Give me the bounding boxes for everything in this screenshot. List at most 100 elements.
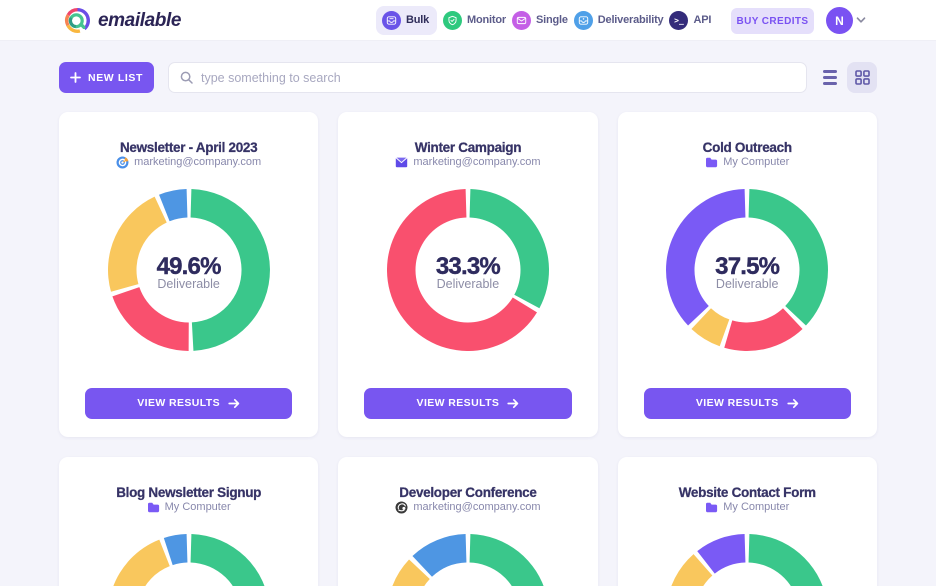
donut-segment-undeliverable [386, 189, 537, 352]
list-card: Cold Outreach My Computer 37.5% Delivera… [617, 112, 877, 437]
hamburger-line [823, 82, 837, 85]
deliverable-label: Deliverable [157, 276, 220, 291]
hamburger-line [823, 70, 837, 73]
deliverable-percent: 33.3% [435, 252, 501, 280]
donut-segment-deliverable [190, 534, 265, 586]
deliverable-label: Deliverable [715, 276, 779, 291]
new-list-label: NEW LIST [88, 71, 143, 84]
plus-icon [70, 72, 81, 83]
view-results-button[interactable]: VIEW RESULTS [364, 387, 572, 419]
view-results-label: VIEW RESULTS [695, 397, 779, 409]
mailchimp-icon [395, 501, 408, 514]
card-title: Developer Conference [399, 485, 537, 500]
card-title: Newsletter - April 2023 [119, 140, 258, 155]
folder-icon [705, 501, 718, 514]
donut-rings [107, 189, 270, 351]
donut-chart: 49.6% Deliverable [107, 189, 270, 351]
donut-segment-unknown [163, 534, 188, 566]
chevron-down-icon[interactable] [855, 14, 867, 26]
card-title: Cold Outreach [702, 140, 793, 155]
view-results-label: VIEW RESULTS [416, 397, 500, 409]
nav-item-api[interactable]: >_ API [669, 6, 711, 35]
donut-segment-risky [671, 554, 713, 586]
emailable-logo[interactable]: emailable [64, 7, 181, 34]
donut-rings [386, 189, 549, 352]
hamburger-line [823, 76, 837, 79]
donut-segment-unknown [412, 534, 467, 577]
donut-rings [671, 534, 823, 586]
donut-segment-deliverable [748, 534, 823, 586]
donut-segment-risky [112, 539, 170, 586]
donut-segment-duplicates [666, 189, 746, 326]
card-title: Website Contact Form [678, 485, 817, 500]
card-title: Winter Campaign [414, 140, 522, 155]
top-navigation-bar: emailable Bulk Monitor Single Deliverabi… [0, 0, 936, 41]
new-list-button[interactable]: NEW LIST [59, 62, 154, 93]
arrow-right-icon [507, 398, 519, 408]
card-source-label: marketing@company.com [134, 156, 262, 168]
grid-icon [854, 70, 870, 85]
donut-segment-undeliverable [111, 287, 189, 351]
swirl-icon [116, 156, 129, 169]
card-source: marketing@company.com [59, 155, 318, 169]
donut-rings [392, 534, 544, 586]
list-card: Website Contact Form My Computer VIEW RE… [617, 457, 877, 586]
card-title: Blog Newsletter Signup [116, 485, 262, 500]
card-source-label: My Computer [164, 501, 231, 513]
avatar[interactable]: N [826, 7, 853, 34]
inbox-icon [382, 10, 401, 30]
deliverable-percent: 37.5% [715, 252, 780, 280]
nav-item-single[interactable]: Single [511, 6, 568, 35]
envelope-purple-icon [395, 156, 408, 169]
search-input[interactable] [201, 70, 795, 85]
nav-item-monitor[interactable]: Monitor [443, 6, 506, 35]
card-source-label: My Computer [723, 156, 790, 168]
inbox-in-icon [573, 10, 593, 30]
list-card: Winter Campaign marketing@company.com 33… [338, 112, 598, 437]
donut-segment-deliverable [469, 189, 549, 309]
donut-chart: 33.3% Deliverable [386, 189, 549, 352]
grid-view-toggle[interactable] [847, 62, 877, 93]
donut-chart [387, 534, 549, 586]
emailable-logo-icon [65, 8, 90, 33]
brand-wordmark: emailable [98, 9, 182, 31]
nav-item-bulk[interactable]: Bulk [376, 5, 438, 35]
list-card: Developer Conference marketing@company.c… [338, 457, 598, 586]
primary-nav: Bulk Monitor Single Deliverability >_ AP… [376, 5, 711, 35]
donut-segment-deliverable [469, 534, 544, 586]
card-source-label: My Computer [723, 501, 790, 513]
donut-segment-risky [691, 308, 730, 347]
folder-icon [705, 156, 718, 169]
card-source: My Computer [618, 500, 877, 514]
view-results-button[interactable]: VIEW RESULTS [85, 387, 293, 419]
nav-item-deliverability[interactable]: Deliverability [573, 6, 664, 35]
card-source-label: marketing@company.com [413, 156, 541, 168]
deliverable-label: Deliverable [436, 276, 500, 291]
donut-segment-deliverable [748, 189, 829, 326]
donut-segment-unknown [158, 189, 188, 222]
view-results-button[interactable]: VIEW RESULTS [643, 387, 851, 419]
donut-segment-deliverable [190, 189, 270, 351]
donut-segment-risky [107, 196, 167, 292]
card-source: marketing@company.com [338, 155, 597, 169]
shield-check-icon [443, 10, 463, 30]
donut-segment-duplicates [697, 534, 746, 574]
terminal-glyph: >_ [674, 15, 684, 25]
folder-icon [147, 501, 160, 514]
card-source: My Computer [59, 500, 318, 514]
envelope-icon [511, 10, 531, 30]
list-view-toggle[interactable] [816, 62, 844, 93]
buy-credits-button[interactable]: BUY CREDITS [731, 8, 814, 34]
search-bar [168, 62, 807, 93]
donut-rings [112, 534, 265, 586]
arrow-right-icon [228, 398, 240, 408]
card-source: My Computer [618, 155, 877, 169]
donut-chart [666, 534, 828, 586]
donut-segment-risky [392, 559, 430, 586]
list-card: Blog Newsletter Signup My Computer VIEW … [59, 457, 319, 586]
list-card: Newsletter - April 2023 marketing@compan… [59, 112, 319, 437]
card-source: marketing@company.com [338, 500, 597, 514]
card-source-label: marketing@company.com [413, 501, 541, 513]
view-results-label: VIEW RESULTS [137, 397, 221, 409]
donut-segment-undeliverable [724, 308, 803, 351]
